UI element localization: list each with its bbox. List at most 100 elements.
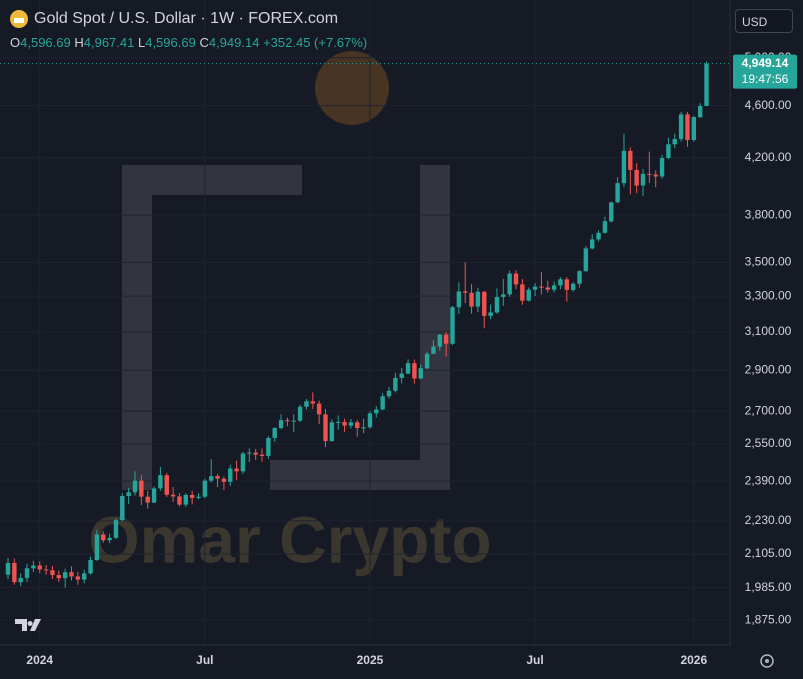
candle-body bbox=[463, 291, 468, 293]
y-tick-label: 2,105.00 bbox=[745, 546, 792, 560]
candle-body bbox=[520, 284, 525, 301]
close-key: C bbox=[199, 35, 209, 50]
candle-body bbox=[609, 202, 614, 222]
candle-body bbox=[316, 403, 322, 415]
candle-body bbox=[570, 283, 576, 290]
candle-body bbox=[297, 406, 303, 421]
y-tick-label: 3,800.00 bbox=[745, 207, 792, 221]
symbol-icon-bar bbox=[14, 18, 24, 23]
candle-body bbox=[443, 334, 449, 344]
candle-body bbox=[685, 114, 690, 141]
candle-body bbox=[88, 559, 93, 574]
candle-body bbox=[634, 169, 639, 186]
close-value: 4,949.14 bbox=[208, 35, 260, 50]
candle-body bbox=[56, 575, 62, 579]
candle-body bbox=[545, 287, 550, 290]
candle-body bbox=[126, 492, 131, 496]
candle-body bbox=[583, 248, 589, 272]
candle-body bbox=[412, 363, 417, 379]
candle-body bbox=[602, 221, 608, 233]
symbol-icon bbox=[10, 10, 28, 28]
high-value: 4,967.41 bbox=[83, 35, 135, 50]
y-tick-label: 2,700.00 bbox=[745, 403, 792, 417]
y-tick-label: 2,550.00 bbox=[745, 436, 792, 450]
candle-body bbox=[50, 570, 55, 576]
candle-body bbox=[482, 291, 487, 316]
countdown-label: 19:47:56 bbox=[742, 72, 789, 86]
candle-body bbox=[62, 572, 68, 579]
candle-body bbox=[431, 346, 436, 354]
y-tick-label: 3,500.00 bbox=[745, 255, 792, 269]
candle-body bbox=[678, 114, 684, 139]
open-value: 4,596.69 bbox=[20, 35, 71, 50]
candle-body bbox=[424, 353, 430, 369]
low-value: 4,596.69 bbox=[145, 35, 196, 50]
candle-body bbox=[82, 573, 87, 580]
candle-body bbox=[189, 494, 195, 498]
candle-body bbox=[532, 286, 538, 290]
candle-body bbox=[12, 563, 17, 583]
candle-body bbox=[202, 480, 208, 497]
candle-body bbox=[393, 377, 398, 391]
currency-button[interactable]: USD bbox=[735, 9, 793, 33]
candle-body bbox=[640, 173, 646, 186]
candle-body bbox=[647, 173, 652, 175]
candle-body bbox=[94, 534, 100, 560]
candle-body bbox=[450, 307, 455, 344]
candle-body bbox=[101, 534, 106, 541]
candle-body bbox=[266, 437, 271, 457]
settings-gear-center bbox=[765, 659, 769, 663]
settings-gear[interactable] bbox=[760, 654, 774, 668]
candle-body bbox=[177, 496, 182, 505]
candle-body bbox=[380, 396, 385, 410]
candle-body bbox=[659, 158, 665, 177]
candle-body bbox=[323, 414, 328, 442]
candle-body bbox=[564, 279, 570, 290]
candle-body bbox=[590, 239, 595, 249]
candle-body bbox=[132, 480, 138, 493]
candle-body bbox=[628, 150, 633, 170]
y-tick-label: 4,600.00 bbox=[745, 98, 792, 112]
candle-body bbox=[386, 390, 392, 397]
y-tick-label: 4,200.00 bbox=[745, 150, 792, 164]
x-tick-label: Jul bbox=[196, 653, 213, 667]
y-tick-label: 1,985.00 bbox=[745, 580, 792, 594]
plot bbox=[0, 0, 730, 645]
candle-body bbox=[145, 496, 150, 503]
candle-body bbox=[367, 413, 373, 428]
candle-body bbox=[43, 569, 49, 571]
x-tick-label: Jul bbox=[526, 653, 543, 667]
candle-body bbox=[551, 285, 557, 290]
candle-body bbox=[209, 476, 214, 481]
candle-body bbox=[672, 138, 677, 145]
y-tick-label: 3,100.00 bbox=[745, 324, 792, 338]
high-key: H bbox=[74, 35, 84, 50]
candle-body bbox=[170, 494, 176, 497]
open-key: O bbox=[10, 35, 21, 50]
settings-icon[interactable] bbox=[760, 654, 774, 668]
candle-body bbox=[475, 291, 481, 307]
candle-body bbox=[329, 422, 335, 442]
low-key: L bbox=[137, 35, 146, 50]
candle-body bbox=[31, 565, 36, 569]
candle-body bbox=[348, 422, 354, 426]
change-value: +352.45 (+7.67%) bbox=[263, 35, 368, 50]
candle-body bbox=[69, 572, 74, 577]
candle-body bbox=[501, 294, 506, 297]
candle-body bbox=[113, 520, 119, 538]
candle-body bbox=[494, 296, 500, 313]
candle-body bbox=[151, 488, 157, 503]
candle-body bbox=[18, 577, 23, 583]
candle-body bbox=[405, 363, 411, 374]
candle-body bbox=[228, 468, 233, 482]
candle-body bbox=[215, 476, 220, 479]
candle-body bbox=[355, 422, 360, 428]
candle-body bbox=[469, 292, 474, 307]
candle-body bbox=[24, 568, 30, 578]
candle-body bbox=[456, 291, 462, 308]
candle-body bbox=[691, 117, 697, 141]
candle-body bbox=[158, 475, 163, 489]
